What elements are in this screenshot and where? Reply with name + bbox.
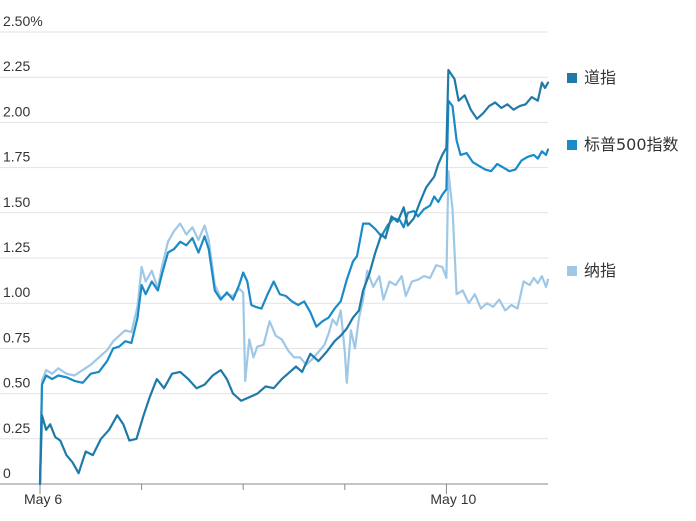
y-tick-label: 1.00 (3, 284, 30, 300)
y-tick-label: 2.00 (3, 103, 30, 119)
y-tick-label: 0 (3, 465, 11, 481)
y-tick-label: 1.50 (3, 194, 30, 210)
series-lines (38, 68, 550, 486)
y-tick-label: 1.25 (3, 239, 30, 255)
legend-swatch-sp500 (567, 140, 577, 150)
legend-label-nasdaq: 纳指 (584, 261, 616, 280)
y-axis: 0 0.25 0.50 0.75 1.00 1.25 1.50 1.75 2.00 2.25 2.5… (3, 13, 43, 481)
y-tick-label: 2.50% (3, 13, 43, 29)
legend-item-sp500: 标普500指数 (567, 135, 679, 154)
y-tick-label: 2.25 (3, 58, 30, 74)
legend-label-dow: 道指 (584, 68, 616, 87)
grid (0, 31, 548, 440)
y-tick-label: 0.75 (3, 329, 30, 345)
legend-label-sp500: 标普500指数 (584, 135, 679, 154)
x-axis: May 6 May 10 (0, 483, 548, 507)
series-line-sp500 (38, 99, 550, 486)
legend-item-dow: 道指 (567, 68, 616, 87)
legend-swatch-dow (567, 73, 577, 83)
legend: 道指 标普500指数 纳指 (567, 68, 679, 280)
y-tick-label: 0.25 (3, 420, 30, 436)
y-tick-label: 0.50 (3, 375, 30, 391)
x-tick-label: May 10 (430, 491, 476, 507)
series-line-dow (38, 68, 550, 486)
y-tick-label: 1.75 (3, 149, 30, 165)
series-line-nasdaq (38, 170, 550, 486)
legend-swatch-nasdaq (567, 266, 577, 276)
legend-item-nasdaq: 纳指 (567, 261, 616, 280)
x-tick-label: May 6 (24, 491, 62, 507)
